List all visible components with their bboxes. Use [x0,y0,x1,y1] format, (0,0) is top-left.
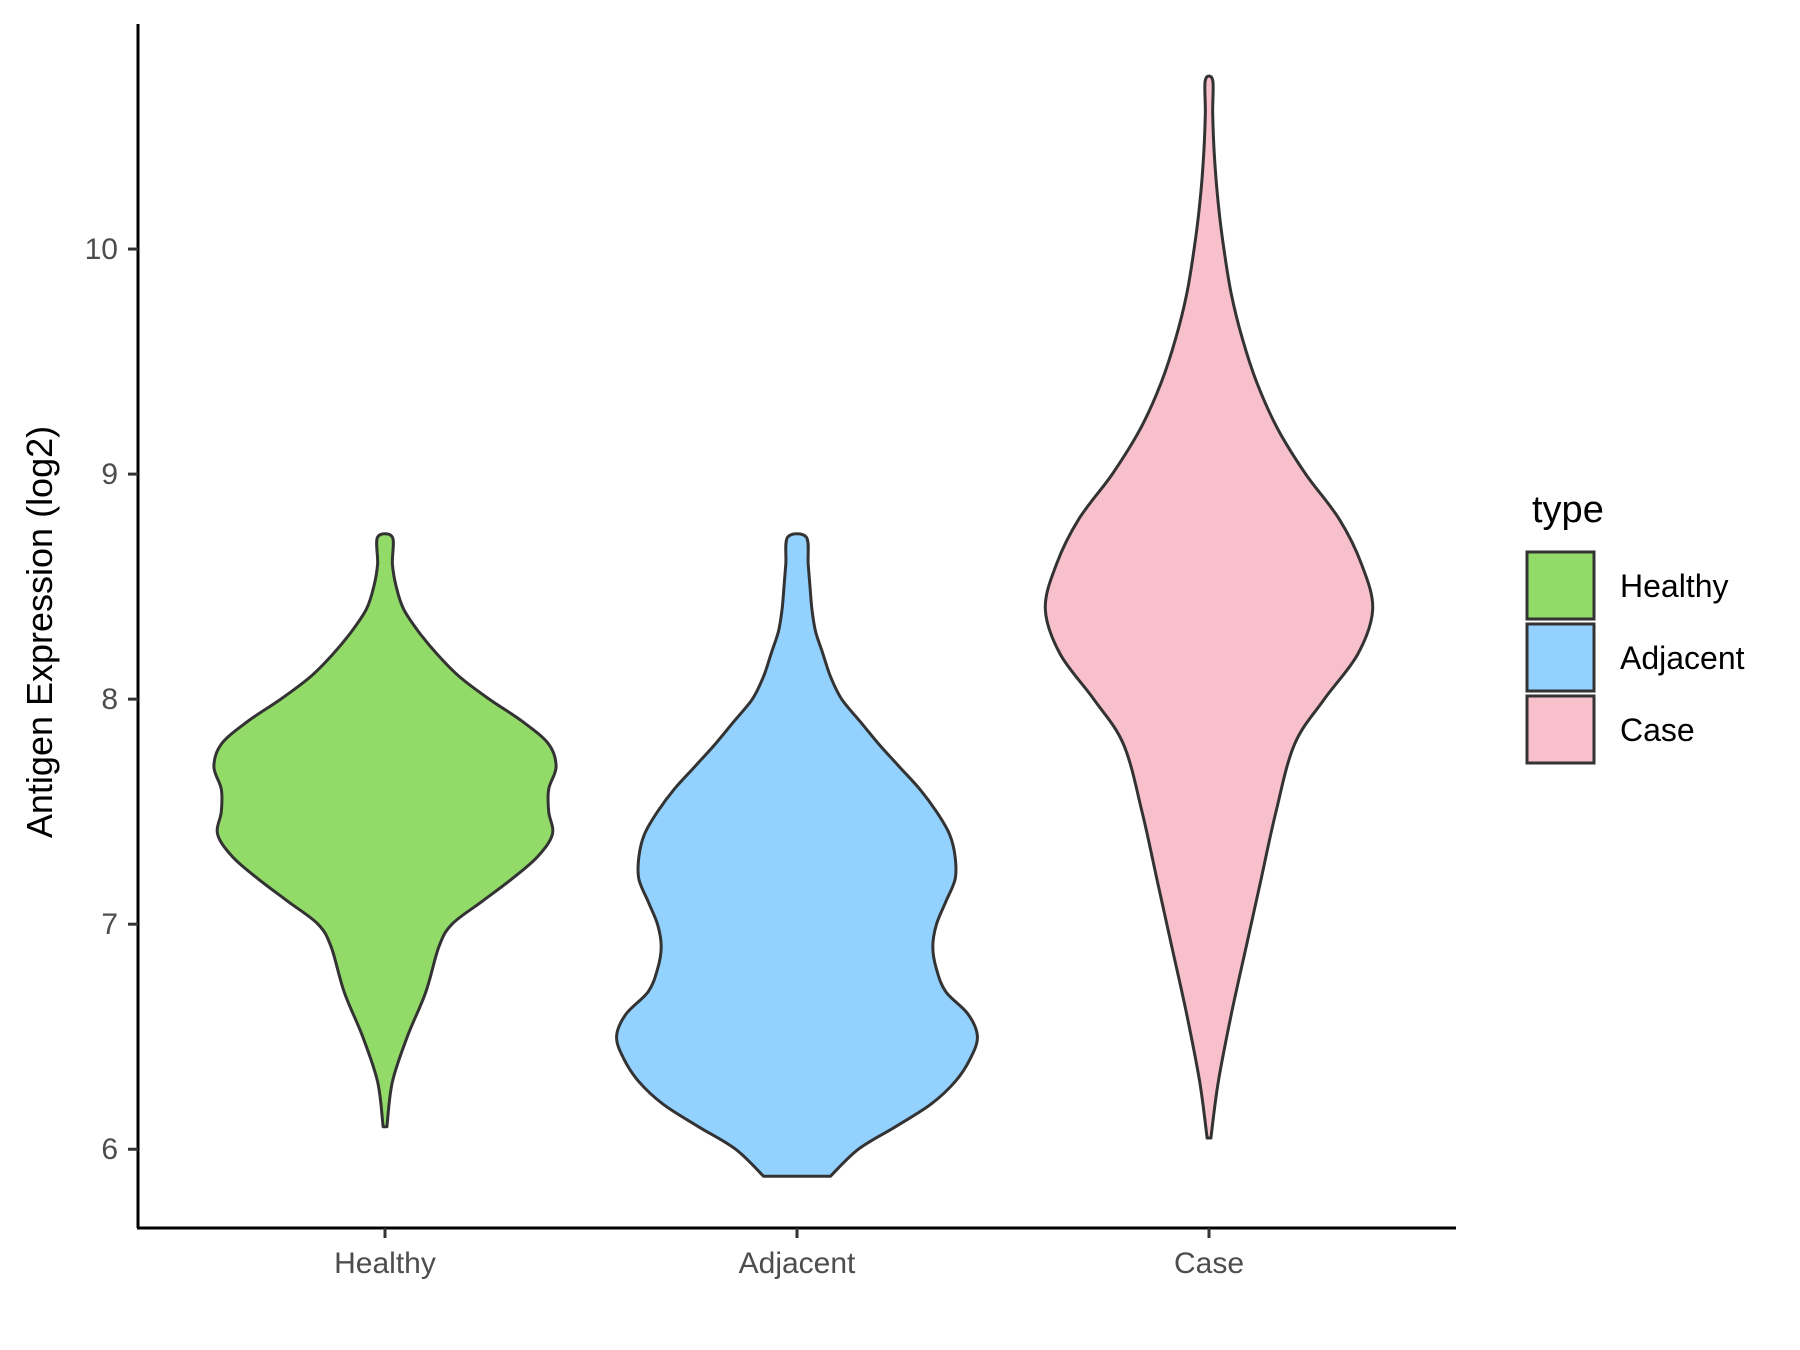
y-axis: 6 7 8 9 10 [85,24,140,1228]
x-tick-label: Healthy [334,1247,436,1280]
violin-healthy [212,532,558,1129]
y-axis-title: Antigen Expression (log2) [19,426,60,838]
legend-label-case: Case [1620,712,1695,748]
y-tick-label: 8 [101,683,118,716]
legend-label-healthy: Healthy [1620,568,1729,604]
x-tick-label: Case [1174,1247,1244,1280]
y-tick-label: 10 [85,233,118,266]
legend-key-healthy [1525,550,1596,621]
violin-adjacent [615,532,979,1178]
legend-key-case [1525,694,1596,765]
x-axis: Healthy Adjacent Case [137,1226,1456,1280]
legend: type Healthy Adjacent Case [1525,489,1745,765]
legend-key-adjacent [1525,622,1596,693]
y-tick-label: 6 [101,1133,118,1166]
y-tick-label: 9 [101,458,118,491]
legend-label-adjacent: Adjacent [1620,640,1745,676]
legend-title: type [1532,489,1604,531]
violins [212,74,1375,1178]
x-tick-label: Adjacent [739,1247,856,1280]
y-tick-label: 7 [101,908,118,941]
violin-case [1043,74,1375,1140]
